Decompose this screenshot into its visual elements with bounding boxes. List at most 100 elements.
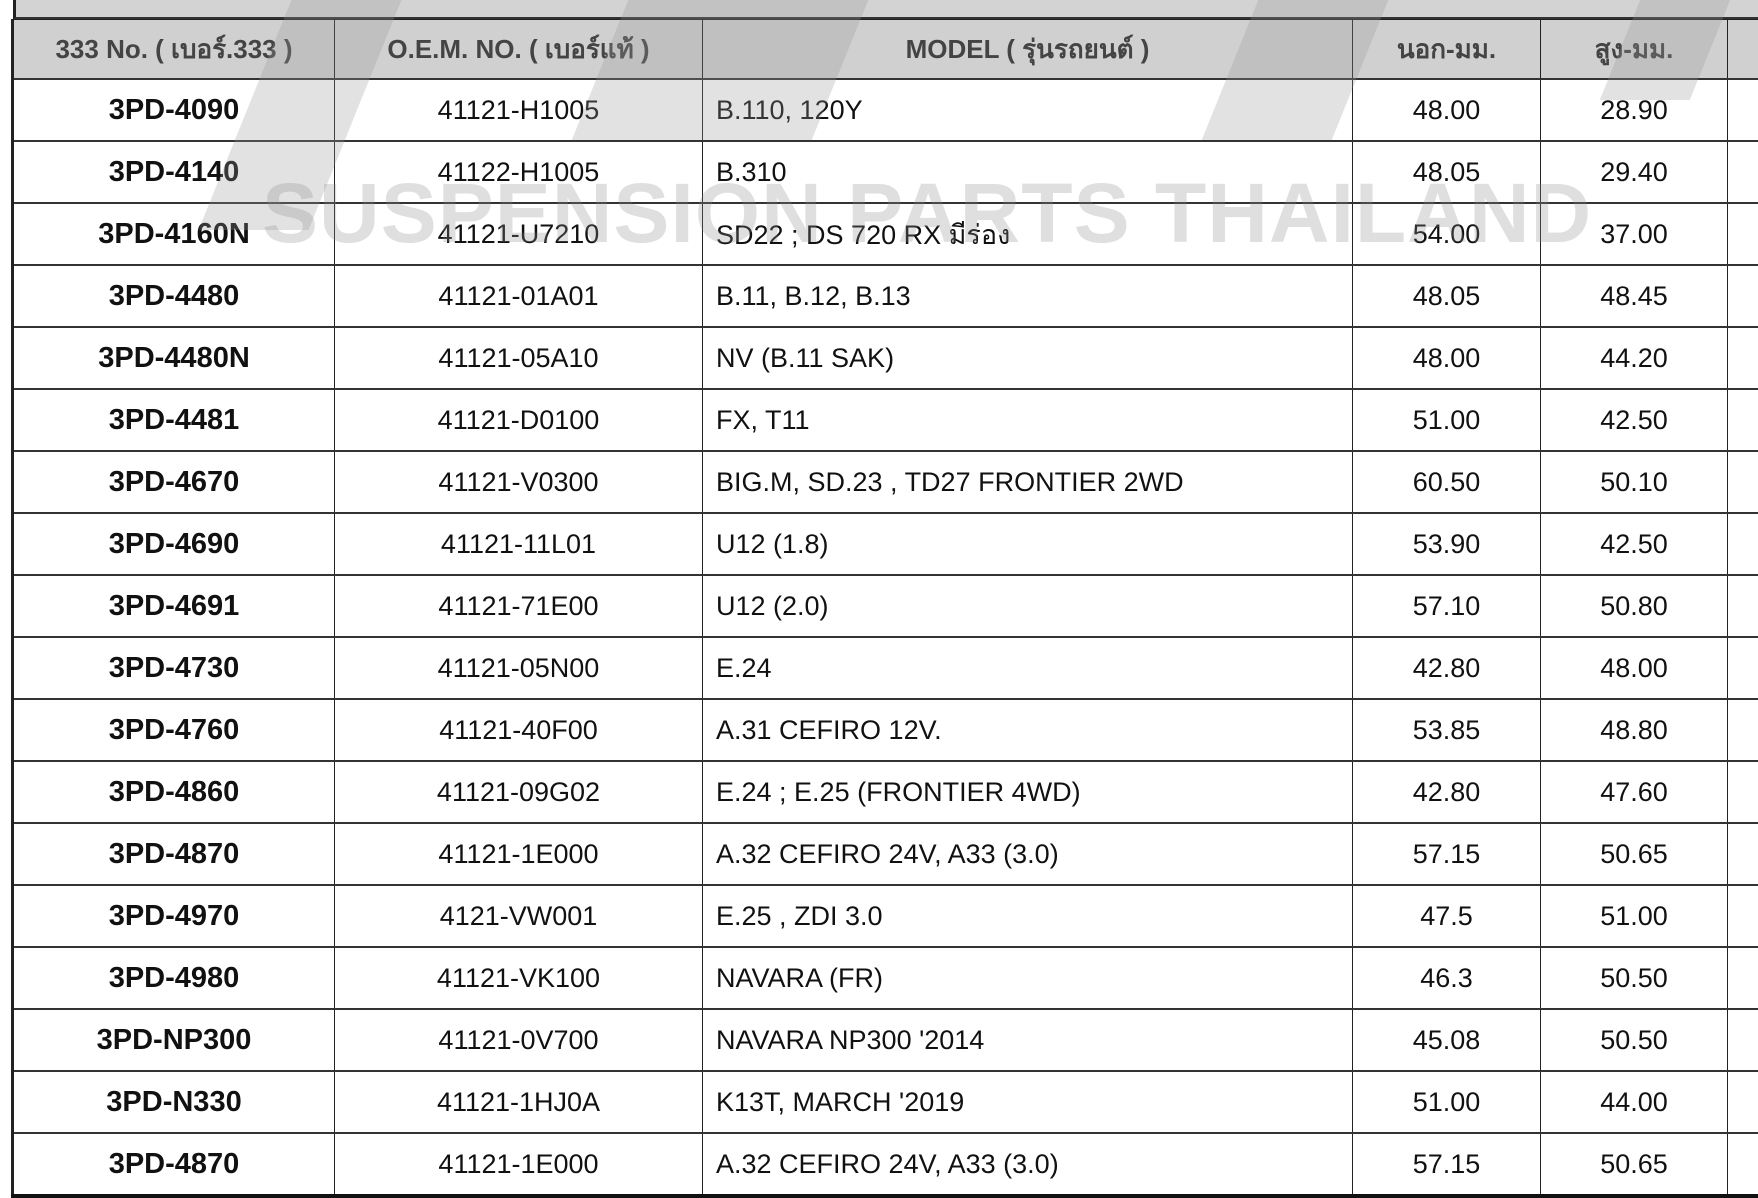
cell-oem: 41121-H1005 xyxy=(335,79,703,141)
cell-outer-mm: 42.80 xyxy=(1353,761,1541,823)
cell-height-mm: 48.45 xyxy=(1541,265,1728,327)
cell-model: NV (B.11 SAK) xyxy=(703,327,1353,389)
cell-code: 3PD-N330 xyxy=(13,1071,335,1133)
cell-model: FX, T11 xyxy=(703,389,1353,451)
cell-code: 3PD-4970 xyxy=(13,885,335,947)
cell-height-mm: 28.90 xyxy=(1541,79,1728,141)
cell-model: B.310 xyxy=(703,141,1353,203)
cell-extra xyxy=(1728,699,1758,761)
cell-height-mm: 50.80 xyxy=(1541,575,1728,637)
cell-code: 3PD-4870 xyxy=(13,823,335,885)
cell-extra xyxy=(1728,1071,1758,1133)
header-height-mm: สูง-มม. xyxy=(1541,20,1728,80)
cell-oem: 4121-VW001 xyxy=(335,885,703,947)
cell-oem: 41121-0V700 xyxy=(335,1009,703,1071)
cell-extra xyxy=(1728,327,1758,389)
cell-oem: 41121-09G02 xyxy=(335,761,703,823)
cell-outer-mm: 48.00 xyxy=(1353,327,1541,389)
cell-oem: 41122-H1005 xyxy=(335,141,703,203)
cell-oem: 41121-VK100 xyxy=(335,947,703,1009)
cell-oem: 41121-11L01 xyxy=(335,513,703,575)
cell-model: BIG.M, SD.23 , TD27 FRONTIER 2WD xyxy=(703,451,1353,513)
cell-extra xyxy=(1728,79,1758,141)
cell-height-mm: 29.40 xyxy=(1541,141,1728,203)
cell-oem: 41121-1E000 xyxy=(335,823,703,885)
cell-height-mm: 50.65 xyxy=(1541,1133,1728,1196)
cell-model: SD22 ; DS 720 RX มีร่อง xyxy=(703,203,1353,265)
cell-oem: 41121-1HJ0A xyxy=(335,1071,703,1133)
cell-height-mm: 48.80 xyxy=(1541,699,1728,761)
cell-height-mm: 47.60 xyxy=(1541,761,1728,823)
cell-height-mm: 48.00 xyxy=(1541,637,1728,699)
cell-outer-mm: 42.80 xyxy=(1353,637,1541,699)
cell-outer-mm: 53.85 xyxy=(1353,699,1541,761)
cell-outer-mm: 47.5 xyxy=(1353,885,1541,947)
cell-model: A.31 CEFIRO 12V. xyxy=(703,699,1353,761)
cell-model: E.25 , ZDI 3.0 xyxy=(703,885,1353,947)
cell-code: 3PD-4480 xyxy=(13,265,335,327)
cell-height-mm: 50.65 xyxy=(1541,823,1728,885)
cell-model: E.24 xyxy=(703,637,1353,699)
cell-extra xyxy=(1728,885,1758,947)
cell-code: 3PD-4480N xyxy=(13,327,335,389)
cell-oem: 41121-1E000 xyxy=(335,1133,703,1196)
cell-code: 3PD-4160N xyxy=(13,203,335,265)
cell-extra xyxy=(1728,451,1758,513)
cell-extra xyxy=(1728,141,1758,203)
header-row: 333 No. ( เบอร์.333 ) O.E.M. NO. ( เบอร์… xyxy=(13,20,1758,80)
cell-height-mm: 44.20 xyxy=(1541,327,1728,389)
cell-model: B.11, B.12, B.13 xyxy=(703,265,1353,327)
cell-code: 3PD-4860 xyxy=(13,761,335,823)
cell-oem: 41121-U7210 xyxy=(335,203,703,265)
cell-extra xyxy=(1728,513,1758,575)
cell-code: 3PD-4670 xyxy=(13,451,335,513)
cell-outer-mm: 51.00 xyxy=(1353,389,1541,451)
cell-model: NAVARA (FR) xyxy=(703,947,1353,1009)
cell-extra xyxy=(1728,575,1758,637)
cell-extra xyxy=(1728,389,1758,451)
cell-extra xyxy=(1728,1133,1758,1196)
cell-model: A.32 CEFIRO 24V, A33 (3.0) xyxy=(703,823,1353,885)
cell-oem: 41121-01A01 xyxy=(335,265,703,327)
cell-extra xyxy=(1728,823,1758,885)
header-oem-no: O.E.M. NO. ( เบอร์แท้ ) xyxy=(335,20,703,80)
cell-outer-mm: 46.3 xyxy=(1353,947,1541,1009)
cell-code: 3PD-4691 xyxy=(13,575,335,637)
cell-extra xyxy=(1728,947,1758,1009)
cell-outer-mm: 57.15 xyxy=(1353,1133,1541,1196)
cell-oem: 41121-71E00 xyxy=(335,575,703,637)
cell-code: 3PD-4760 xyxy=(13,699,335,761)
table-top-strip xyxy=(13,0,1758,20)
cell-model: U12 (1.8) xyxy=(703,513,1353,575)
cell-outer-mm: 48.05 xyxy=(1353,141,1541,203)
header-model: MODEL ( รุ่นรถยนต์ ) xyxy=(703,20,1353,80)
cell-height-mm: 51.00 xyxy=(1541,885,1728,947)
cell-code: 3PD-4481 xyxy=(13,389,335,451)
cell-oem: 41121-40F00 xyxy=(335,699,703,761)
cell-height-mm: 50.10 xyxy=(1541,451,1728,513)
header-extra xyxy=(1728,20,1758,80)
cell-height-mm: 42.50 xyxy=(1541,389,1728,451)
cell-outer-mm: 60.50 xyxy=(1353,451,1541,513)
parts-table: 333 No. ( เบอร์.333 ) O.E.M. NO. ( เบอร์… xyxy=(11,19,1758,1198)
cell-code: 3PD-4140 xyxy=(13,141,335,203)
cell-model: B.110, 120Y xyxy=(703,79,1353,141)
cell-outer-mm: 45.08 xyxy=(1353,1009,1541,1071)
cell-model: A.32 CEFIRO 24V, A33 (3.0) xyxy=(703,1133,1353,1196)
